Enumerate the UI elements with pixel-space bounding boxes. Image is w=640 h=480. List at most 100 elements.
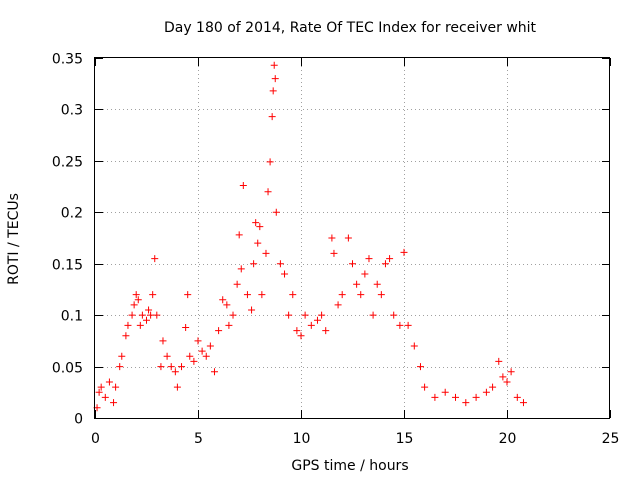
- data-point: [198, 347, 206, 355]
- data-point: [258, 291, 266, 299]
- data-point: [136, 321, 144, 329]
- data-point: [330, 249, 338, 257]
- data-point: [110, 399, 118, 407]
- x-tick-label: 15: [396, 431, 414, 447]
- data-point: [237, 265, 245, 273]
- data-point: [344, 234, 352, 242]
- data-point: [441, 388, 449, 396]
- data-point: [243, 291, 251, 299]
- data-point: [215, 327, 223, 335]
- data-point: [369, 311, 377, 319]
- tick-labels: 0 0.05 0.1 0.15 0.2 0.25 0.3 0.35 0 5 10 15 20 25: [52, 52, 620, 448]
- data-point: [334, 301, 342, 309]
- data-point: [95, 388, 103, 396]
- data-point: [182, 323, 190, 331]
- data-point: [128, 311, 136, 319]
- data-point: [307, 321, 315, 329]
- data-point: [301, 311, 309, 319]
- data-point: [472, 393, 480, 401]
- data-point: [489, 383, 497, 391]
- data-point: [365, 255, 373, 263]
- data-point: [421, 383, 429, 391]
- data-point: [272, 208, 280, 216]
- y-tick-label: 0.15: [52, 258, 83, 274]
- data-point: [116, 363, 124, 371]
- data-point: [349, 260, 356, 268]
- data-point: [285, 311, 293, 319]
- y-tick-label: 0.1: [61, 309, 83, 325]
- data-point: [178, 363, 186, 371]
- grid: [95, 58, 610, 418]
- data-point: [322, 327, 330, 335]
- data-point: [194, 337, 202, 345]
- data-point: [338, 291, 346, 299]
- data-point: [229, 311, 237, 319]
- data-point: [386, 255, 394, 263]
- data-point: [495, 357, 503, 365]
- data-point: [264, 188, 272, 196]
- data-point: [250, 260, 258, 268]
- data-point: [171, 368, 179, 376]
- y-tick-label: 0.05: [52, 361, 83, 377]
- data-point: [361, 270, 369, 278]
- data-point: [118, 352, 126, 360]
- data-point: [254, 239, 262, 247]
- data-point: [269, 87, 277, 95]
- data-point: [452, 393, 459, 401]
- chart-title: Day 180 of 2014, Rate Of TEC Index for r…: [164, 20, 537, 36]
- data-point: [404, 321, 412, 329]
- x-tick-label: 10: [293, 431, 311, 447]
- data-point: [122, 332, 130, 340]
- data-point: [132, 291, 140, 299]
- data-point: [163, 352, 171, 360]
- y-axis-label: ROTI / TECUs: [6, 193, 22, 285]
- data-point: [268, 113, 276, 121]
- data-point: [256, 223, 264, 231]
- data-point: [225, 321, 233, 329]
- data-point: [410, 342, 418, 350]
- data-point: [262, 249, 270, 257]
- data-point: [313, 316, 321, 324]
- data-point: [276, 260, 284, 268]
- data-point: [482, 388, 490, 396]
- data-point: [134, 296, 142, 304]
- data-point: [210, 368, 218, 376]
- data-point: [281, 270, 289, 278]
- data-point: [159, 337, 167, 345]
- data-point: [266, 158, 274, 166]
- data-point: [130, 301, 138, 309]
- data-point: [297, 332, 305, 340]
- data-point: [184, 291, 192, 299]
- data-point: [400, 248, 408, 256]
- data-point: [147, 311, 155, 319]
- x-tick-label: 0: [91, 431, 100, 447]
- data-point: [318, 311, 326, 319]
- data-point: [223, 301, 231, 309]
- axes: [94, 57, 610, 419]
- data-point: [112, 383, 120, 391]
- data-point: [252, 219, 260, 227]
- data-point: [271, 75, 279, 83]
- data-point: [167, 363, 175, 371]
- data-point: [105, 378, 113, 386]
- data-point: [381, 260, 389, 268]
- y-tick-label: 0.35: [52, 52, 83, 68]
- data-point: [186, 352, 194, 360]
- data-point: [101, 393, 109, 401]
- data-point: [138, 311, 146, 319]
- data-point: [507, 368, 515, 376]
- data-point: [233, 280, 241, 288]
- data-point: [373, 280, 381, 288]
- data-point: [390, 311, 398, 319]
- data-point: [513, 393, 521, 401]
- data-point: [519, 399, 527, 407]
- data-point: [377, 291, 385, 299]
- y-tick-label: 0.25: [52, 155, 83, 171]
- data-points: [93, 61, 527, 412]
- data-point: [499, 373, 507, 381]
- data-point: [248, 306, 256, 314]
- plot-frame: [94, 57, 610, 419]
- data-point: [173, 383, 181, 391]
- data-point: [396, 321, 404, 329]
